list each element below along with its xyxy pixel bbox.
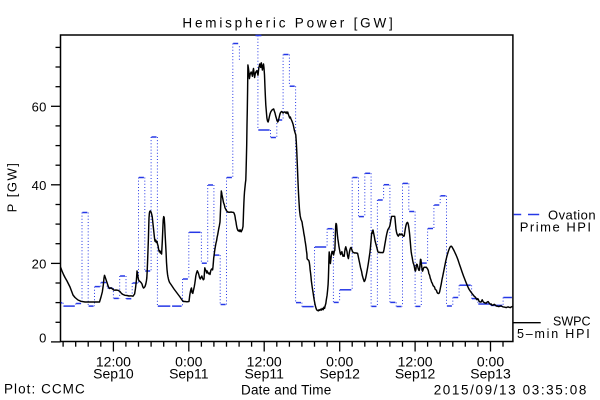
svg-text:5–min HPI: 5–min HPI bbox=[517, 327, 592, 341]
svg-text:0:00: 0:00 bbox=[175, 354, 202, 370]
svg-text:12:00: 12:00 bbox=[247, 354, 282, 370]
svg-text:0:00: 0:00 bbox=[326, 354, 353, 370]
svg-text:0:00: 0:00 bbox=[477, 354, 504, 370]
svg-text:Ovation: Ovation bbox=[548, 208, 596, 223]
svg-text:Sep12: Sep12 bbox=[319, 365, 360, 381]
svg-text:Sep10: Sep10 bbox=[93, 365, 134, 381]
svg-text:Sep12: Sep12 bbox=[395, 365, 436, 381]
svg-text:12:00: 12:00 bbox=[398, 354, 433, 370]
svg-text:0: 0 bbox=[39, 330, 46, 345]
svg-text:P [GW]: P [GW] bbox=[5, 162, 20, 213]
svg-text:Date and Time: Date and Time bbox=[241, 382, 331, 397]
svg-text:Plot: CCMC: Plot: CCMC bbox=[4, 381, 86, 396]
svg-text:40: 40 bbox=[32, 178, 47, 193]
svg-text:12:00: 12:00 bbox=[96, 354, 131, 370]
svg-text:SWPC: SWPC bbox=[553, 315, 591, 329]
svg-text:60: 60 bbox=[32, 99, 47, 114]
svg-text:20: 20 bbox=[32, 256, 47, 271]
svg-text:Sep13: Sep13 bbox=[470, 365, 511, 381]
svg-text:Sep11: Sep11 bbox=[244, 365, 284, 381]
svg-text:Prime HPI: Prime HPI bbox=[520, 220, 593, 235]
svg-text:2015/09/13 03:35:08: 2015/09/13 03:35:08 bbox=[434, 382, 588, 397]
svg-text:Sep11: Sep11 bbox=[169, 365, 209, 381]
svg-text:Hemispheric Power [GW]: Hemispheric Power [GW] bbox=[182, 15, 395, 30]
